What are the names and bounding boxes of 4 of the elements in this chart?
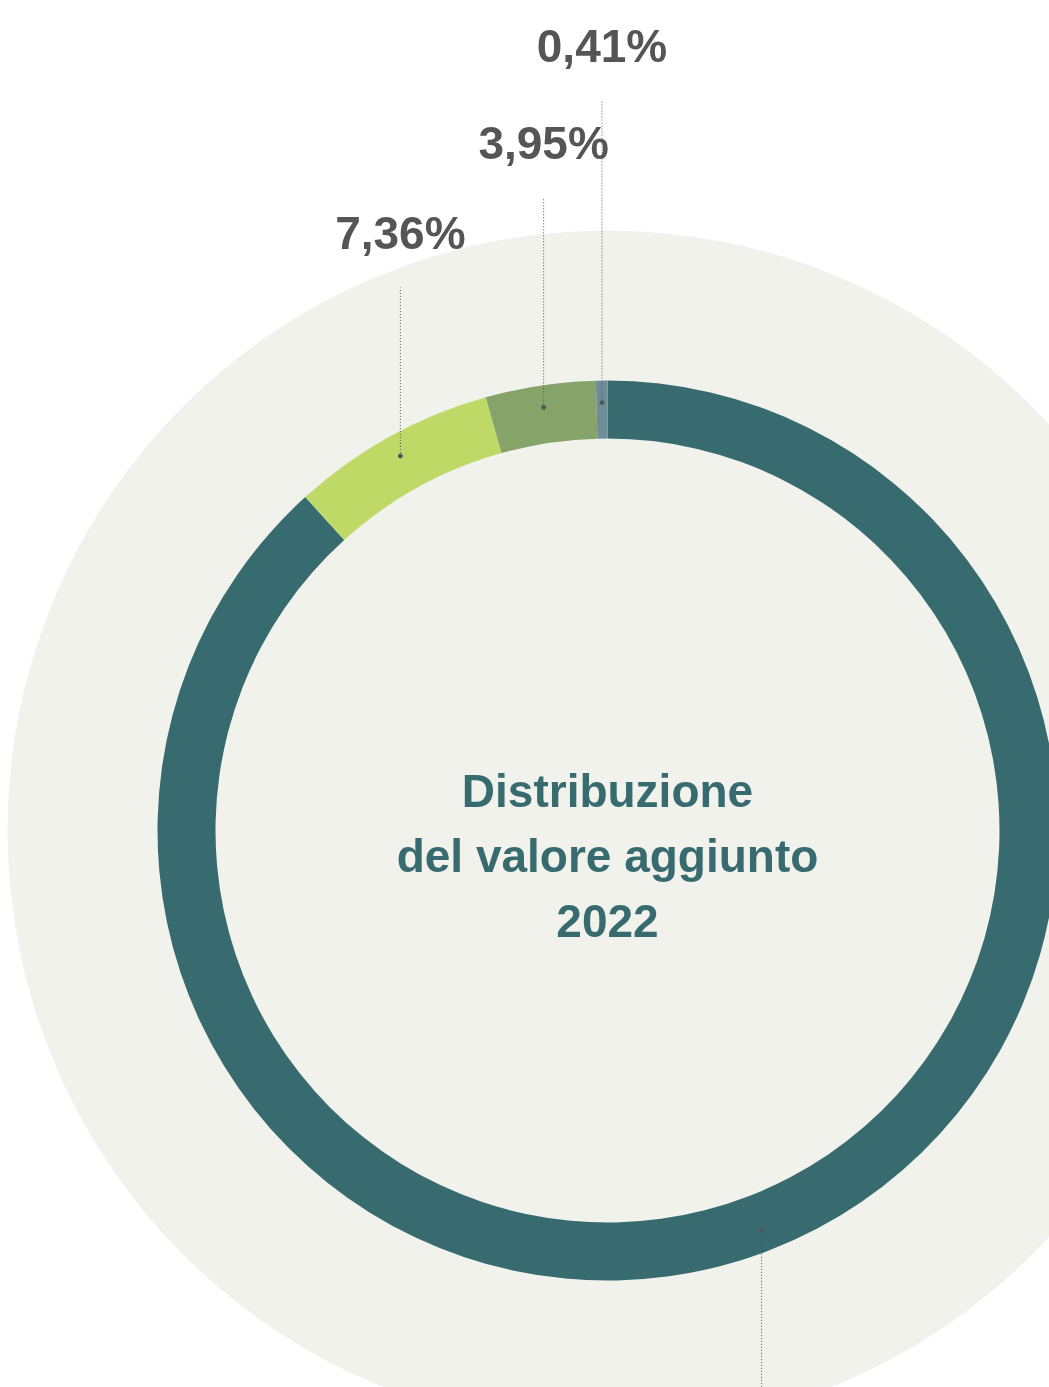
data-label: 7,36%	[335, 206, 466, 259]
data-label: 0,41%	[536, 19, 668, 72]
data-label: 3,95%	[478, 116, 609, 169]
text: Distribuzione del valore aggiunto 2022	[396, 764, 819, 947]
